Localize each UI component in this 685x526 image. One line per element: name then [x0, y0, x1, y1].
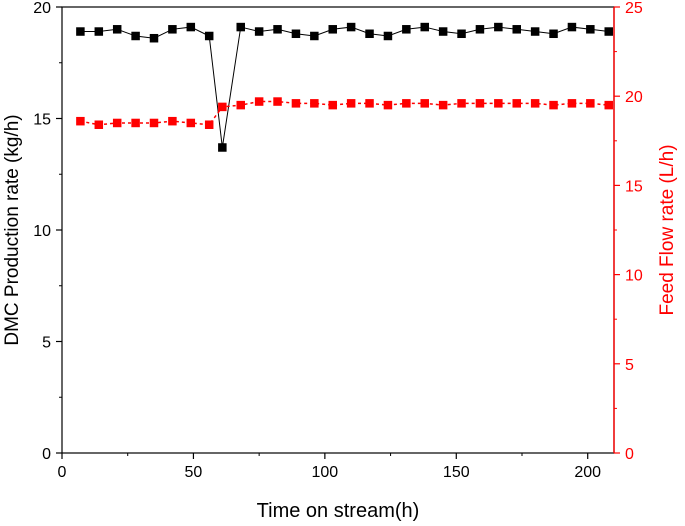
- data-point-marker: [530, 27, 540, 36]
- data-point-marker: [273, 25, 282, 34]
- data-point-marker: [457, 99, 466, 108]
- series-line: [80, 100, 609, 126]
- data-point-marker: [131, 31, 140, 41]
- plot-frame: [61, 6, 615, 454]
- data-point-marker: [475, 99, 485, 108]
- data-point-marker: [549, 29, 558, 39]
- x-axis-label: Time on stream(h): [257, 500, 420, 522]
- right-y-axis: 0 5 10 15 20 25: [613, 0, 643, 463]
- data-point-marker: [586, 25, 595, 34]
- data-point-marker: [186, 118, 196, 128]
- x-tick-label: 50: [185, 464, 203, 481]
- data-point-marker: [328, 25, 337, 34]
- data-point-marker: [254, 97, 264, 106]
- data-point-marker: [365, 29, 374, 39]
- data-point-marker: [204, 31, 214, 41]
- data-point-marker: [383, 31, 393, 41]
- data-point-marker: [149, 33, 159, 43]
- data-point-marker: [131, 118, 140, 128]
- data-point-marker: [112, 25, 122, 34]
- left-y-axis-label: DMC Production rate (kg/h): [2, 114, 23, 345]
- data-point-marker: [204, 120, 214, 129]
- data-point-marker: [512, 25, 521, 34]
- data-point-marker: [236, 100, 245, 110]
- x-tick-label: 200: [574, 464, 601, 481]
- data-point-marker: [402, 99, 411, 108]
- right-y-axis-label: Feed Flow rate (L/h): [657, 144, 678, 315]
- right-y-tick-label: 0: [625, 446, 634, 463]
- data-point-marker: [512, 99, 521, 108]
- data-point-marker: [346, 22, 356, 32]
- x-tick-label: 0: [58, 464, 67, 481]
- data-point-marker: [438, 27, 448, 36]
- data-point-marker: [149, 118, 159, 128]
- dmc-production-series: [76, 22, 613, 152]
- data-point-marker: [420, 99, 429, 108]
- data-point-marker: [310, 99, 319, 108]
- right-y-tick-label: 15: [625, 178, 643, 195]
- plot-content: [76, 22, 613, 152]
- left-y-tick-label: 20: [33, 0, 51, 17]
- data-point-marker: [186, 22, 196, 32]
- data-point-marker: [218, 143, 227, 152]
- data-point-marker: [604, 27, 613, 36]
- data-point-marker: [586, 99, 595, 108]
- right-y-tick-label: 5: [625, 357, 634, 374]
- x-axis: 0 50 100 150 200: [58, 453, 601, 481]
- left-y-tick-label: 0: [42, 446, 51, 463]
- left-y-tick-label: 10: [33, 223, 51, 240]
- series-line: [80, 26, 609, 148]
- data-point-marker: [494, 22, 503, 32]
- data-point-marker: [383, 100, 393, 110]
- data-point-marker: [218, 102, 227, 112]
- left-y-tick-label: 5: [42, 335, 51, 352]
- x-tick-label: 100: [312, 464, 339, 481]
- data-point-marker: [475, 25, 485, 34]
- data-point-marker: [346, 99, 356, 108]
- data-point-marker: [549, 100, 558, 110]
- left-y-tick-label: 15: [33, 112, 51, 129]
- data-point-marker: [438, 100, 448, 110]
- data-point-marker: [457, 29, 466, 39]
- data-point-marker: [94, 27, 104, 36]
- data-point-marker: [254, 27, 264, 36]
- data-point-marker: [168, 116, 177, 126]
- data-point-marker: [530, 99, 540, 108]
- data-point-marker: [328, 100, 337, 110]
- right-y-tick-label: 25: [625, 0, 643, 17]
- right-y-tick-label: 20: [625, 89, 643, 106]
- data-point-marker: [567, 22, 577, 32]
- data-point-marker: [273, 97, 282, 106]
- feed-flow-series: [76, 97, 613, 129]
- data-point-marker: [112, 118, 122, 128]
- data-point-marker: [604, 100, 613, 110]
- data-point-marker: [567, 99, 577, 108]
- x-tick-label: 150: [443, 464, 470, 481]
- data-point-marker: [236, 22, 245, 32]
- data-point-marker: [76, 27, 85, 36]
- data-point-marker: [310, 31, 319, 41]
- data-point-marker: [94, 120, 104, 129]
- data-point-marker: [402, 25, 411, 34]
- left-y-axis: 0 5 10 15 20: [33, 0, 62, 463]
- data-point-marker: [291, 29, 301, 39]
- data-point-marker: [291, 99, 301, 108]
- data-point-marker: [494, 99, 503, 108]
- right-y-tick-label: 10: [625, 268, 643, 285]
- data-point-marker: [365, 99, 374, 108]
- data-point-marker: [420, 22, 429, 32]
- data-point-marker: [76, 116, 85, 126]
- data-point-marker: [168, 25, 177, 34]
